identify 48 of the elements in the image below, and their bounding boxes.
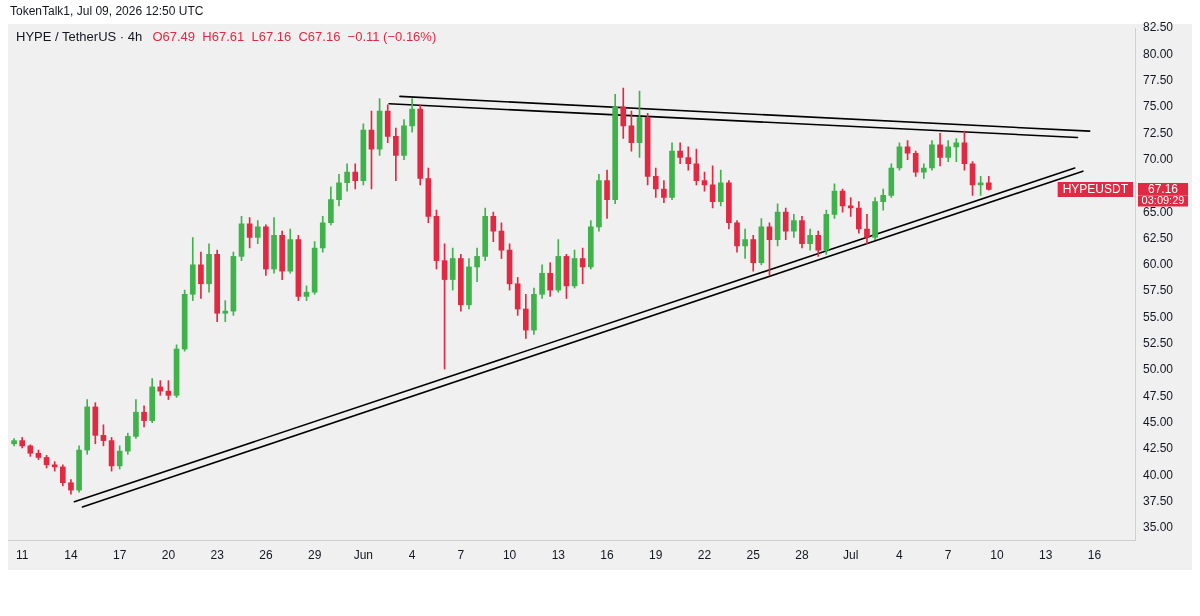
x-tick-label: 14 xyxy=(64,548,78,563)
text: 67.16 xyxy=(1147,182,1179,197)
y-tick-label: 35.00 xyxy=(1143,520,1174,535)
y-tick-label: 50.00 xyxy=(1143,362,1174,377)
x-tick-label: 13 xyxy=(1038,548,1053,563)
y-tick-label: 80.00 xyxy=(1143,46,1174,61)
x-tick-label: 11 xyxy=(15,548,29,563)
x-tick-label: 10 xyxy=(990,548,1004,563)
chart-title: HYPE / TetherUS · 4h xyxy=(16,28,143,44)
x-tick-label: 7 xyxy=(944,548,952,563)
x-tick-label: 16 xyxy=(1087,548,1102,563)
x-tick-label: 28 xyxy=(795,548,809,563)
x-tick-label: 13 xyxy=(551,548,566,563)
y-tick-label: 52.50 xyxy=(1143,336,1174,351)
text: TokenTalk1, Jul 09, 2026 12:50 UTC xyxy=(10,4,204,19)
y-tick-label: 75.00 xyxy=(1143,99,1174,114)
x-tick-label: 7 xyxy=(457,548,465,563)
y-tick-label: 82.50 xyxy=(1143,20,1174,35)
y-tick-label: 40.00 xyxy=(1143,467,1174,482)
x-tick-label: Jul xyxy=(843,548,859,563)
x-tick-label: 19 xyxy=(649,548,663,563)
annotation: HYPEUSDT xyxy=(1062,182,1129,197)
x-tick-label: 4 xyxy=(408,548,416,563)
y-tick-label: 42.50 xyxy=(1143,441,1174,456)
x-tick-label: 20 xyxy=(161,548,176,563)
y-tick-label: 47.50 xyxy=(1143,388,1174,403)
y-tick-label: 60.00 xyxy=(1143,257,1174,272)
y-tick-label: 57.50 xyxy=(1143,283,1174,298)
x-tick-label: Jun xyxy=(353,548,374,563)
y-tick-label: 62.50 xyxy=(1143,230,1174,245)
x-tick-label: 23 xyxy=(210,548,225,563)
y-tick-label: 65.00 xyxy=(1143,204,1174,219)
x-tick-label: 17 xyxy=(113,548,127,563)
chart-subtitle: O67.49 H67.61 L67.16 C67.16 −0.11 (−0.16%) xyxy=(152,28,437,44)
x-tick-label: 16 xyxy=(600,548,615,563)
x-tick-label: 26 xyxy=(259,548,273,563)
x-tick-label: 4 xyxy=(896,548,904,563)
y-tick-label: 72.50 xyxy=(1143,125,1174,140)
x-tick-label: 10 xyxy=(502,548,517,563)
x-tick-label: 29 xyxy=(307,548,322,563)
y-tick-label: 70.00 xyxy=(1143,151,1174,166)
y-tick-label: 55.00 xyxy=(1143,309,1174,324)
y-tick-label: 77.50 xyxy=(1143,72,1174,87)
text: 03:09:29 xyxy=(1141,194,1185,207)
y-tick-label: 45.00 xyxy=(1143,415,1174,430)
x-tick-label: 22 xyxy=(697,548,712,563)
x-tick-label: 25 xyxy=(746,548,761,563)
y-tick-label: 37.50 xyxy=(1143,493,1174,508)
